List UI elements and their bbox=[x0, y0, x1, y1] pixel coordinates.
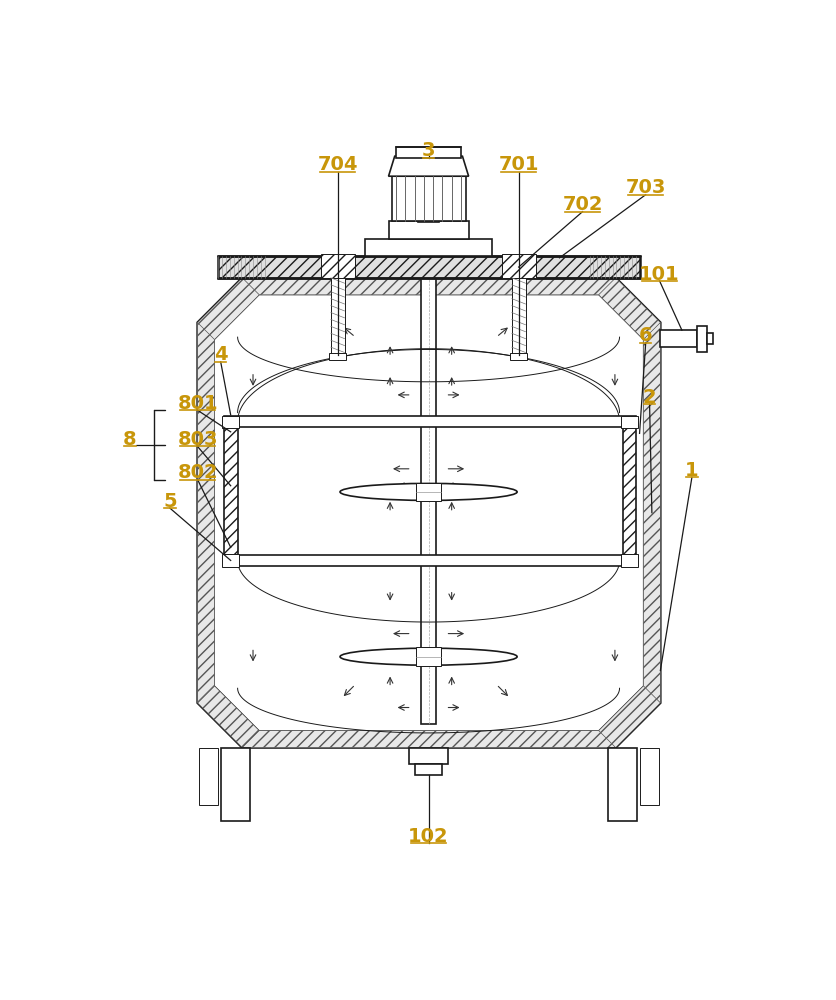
Bar bbox=[218, 256, 639, 278]
Polygon shape bbox=[197, 278, 660, 748]
Bar bbox=[660, 330, 696, 347]
Bar bbox=[395, 147, 461, 158]
Bar bbox=[620, 416, 637, 428]
Text: 702: 702 bbox=[562, 195, 602, 214]
Polygon shape bbox=[242, 278, 615, 295]
Bar bbox=[415, 483, 441, 501]
Text: 703: 703 bbox=[624, 178, 665, 197]
Bar bbox=[388, 221, 468, 239]
Bar bbox=[223, 416, 635, 427]
Text: 6: 6 bbox=[638, 326, 652, 345]
Bar bbox=[391, 176, 465, 221]
Bar bbox=[501, 254, 535, 278]
Polygon shape bbox=[197, 278, 259, 339]
Text: 802: 802 bbox=[177, 463, 217, 482]
Bar bbox=[223, 555, 635, 566]
Bar bbox=[415, 764, 441, 775]
Bar bbox=[222, 554, 239, 567]
Polygon shape bbox=[643, 323, 660, 703]
Bar bbox=[330, 278, 344, 355]
Text: 3: 3 bbox=[421, 141, 435, 160]
Polygon shape bbox=[197, 323, 214, 703]
Ellipse shape bbox=[339, 648, 517, 665]
Polygon shape bbox=[388, 156, 468, 176]
Polygon shape bbox=[598, 686, 660, 748]
Text: 801: 801 bbox=[177, 394, 217, 413]
Bar bbox=[222, 416, 239, 428]
Bar bbox=[706, 333, 712, 344]
Polygon shape bbox=[214, 295, 643, 731]
Bar bbox=[199, 748, 217, 805]
Text: 701: 701 bbox=[497, 155, 538, 174]
Bar bbox=[696, 326, 706, 352]
Text: 2: 2 bbox=[642, 388, 655, 407]
Bar bbox=[622, 427, 635, 555]
Bar bbox=[607, 748, 636, 821]
Bar bbox=[510, 353, 527, 360]
Bar bbox=[409, 748, 447, 764]
Text: 5: 5 bbox=[163, 492, 176, 511]
Text: 102: 102 bbox=[408, 827, 448, 846]
Bar bbox=[221, 748, 250, 821]
Bar bbox=[417, 215, 439, 222]
Bar bbox=[223, 427, 237, 555]
Bar bbox=[511, 278, 525, 355]
Bar bbox=[365, 239, 491, 256]
Bar bbox=[320, 254, 354, 278]
Bar bbox=[640, 748, 658, 805]
Text: 101: 101 bbox=[639, 264, 679, 284]
Polygon shape bbox=[598, 278, 660, 339]
Bar bbox=[620, 554, 637, 567]
Bar bbox=[329, 353, 346, 360]
Polygon shape bbox=[242, 731, 615, 748]
Bar bbox=[415, 647, 441, 666]
Text: 803: 803 bbox=[177, 430, 217, 449]
Ellipse shape bbox=[339, 483, 517, 500]
Bar bbox=[421, 239, 436, 724]
Polygon shape bbox=[197, 686, 259, 748]
Text: 1: 1 bbox=[685, 461, 698, 480]
Text: 704: 704 bbox=[317, 155, 358, 174]
Text: 4: 4 bbox=[214, 345, 227, 364]
Text: 8: 8 bbox=[123, 430, 136, 449]
